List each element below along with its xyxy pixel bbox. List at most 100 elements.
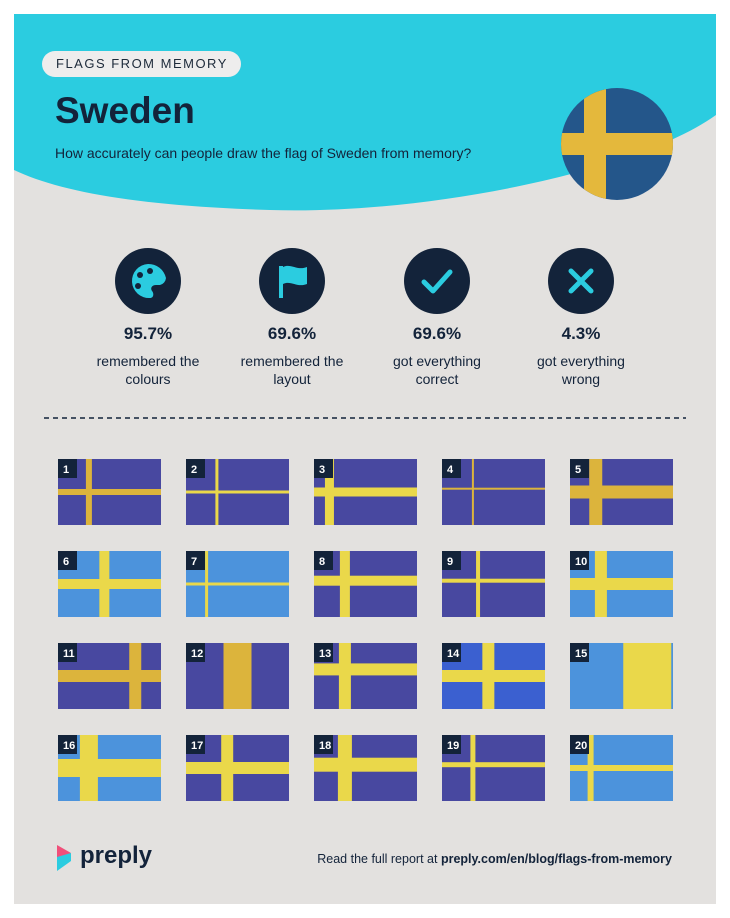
flag-badge: [442, 459, 461, 478]
flag-drawing: 10: [570, 551, 673, 617]
flag-badge: [186, 735, 205, 754]
stat-label: got everything correct: [393, 353, 481, 387]
flag-badge: [442, 551, 461, 570]
flag-badge: [186, 459, 205, 478]
flag-bar: [570, 765, 673, 771]
stat-value: 69.6%: [412, 324, 462, 343]
flag-drawing: 11: [58, 643, 161, 709]
flag-bar: [442, 578, 545, 583]
flag-number: 20: [575, 740, 587, 752]
flag-badge: [314, 735, 333, 754]
flag-badge: [314, 551, 333, 570]
flag-drawing: 8: [314, 551, 417, 617]
tag: FLAGS FROM MEMORY: [42, 51, 241, 77]
logo-mark: [57, 845, 71, 871]
flag-drawing: 1: [58, 459, 161, 525]
flag-number: 9: [447, 556, 453, 568]
title: Sweden: [55, 90, 195, 131]
flag-drawing: 12: [186, 643, 289, 709]
flag-badge: [314, 459, 333, 478]
flag-bar: [186, 582, 289, 586]
flag-number: 3: [319, 464, 325, 476]
flag-drawing: 14: [442, 643, 545, 709]
flag-number: 11: [63, 648, 75, 660]
flag-bar: [570, 485, 673, 499]
flag-drawing: 17: [186, 735, 289, 801]
flag-bar: [58, 489, 161, 495]
flag-bar: [471, 459, 474, 525]
flag-number: 4: [447, 464, 454, 476]
footer: Read the full report at preply.com/en/bl…: [317, 852, 672, 866]
flag-drawing: 6: [58, 551, 161, 617]
flag-badge: [58, 551, 77, 570]
flag-number: 17: [191, 740, 203, 752]
flag-number: 8: [319, 556, 325, 568]
flag-bar: [186, 762, 289, 774]
flag-bar: [58, 579, 161, 589]
flag-badge: [570, 643, 589, 662]
flag-drawing: 20: [570, 735, 673, 801]
flag-bar: [570, 578, 673, 590]
flag-bar: [442, 487, 545, 490]
flag-badge: [314, 643, 333, 662]
stat-label: got everything wrong: [537, 353, 625, 387]
flag-bar: [442, 670, 545, 682]
flag-drawing: 3: [314, 459, 417, 525]
flag-badge: [570, 551, 589, 570]
flag-number: 1: [63, 464, 69, 476]
icon-flag: [259, 248, 325, 314]
flag-bar: [58, 759, 161, 777]
flag-drawing: 16: [58, 735, 161, 801]
flag-number: 10: [575, 556, 587, 568]
flag-badge: [570, 459, 589, 478]
flag-drawing: 15: [570, 643, 673, 709]
flag-badge: [58, 643, 77, 662]
flag-drawing: 5: [570, 459, 673, 525]
flag-number: 19: [447, 740, 459, 752]
flag-number: 18: [319, 740, 331, 752]
flag-bar: [314, 663, 417, 676]
flag-bar: [314, 487, 417, 497]
flag-badge: [442, 735, 461, 754]
flag-drawing: 9: [442, 551, 545, 617]
flag-bar: [442, 762, 545, 768]
sweden-flag-circle: [561, 88, 673, 200]
flag-number: 2: [191, 464, 197, 476]
flag-number: 5: [575, 464, 581, 476]
flag-bar: [314, 757, 417, 772]
stat-value: 69.6%: [267, 324, 317, 343]
flag-drawing: 13: [314, 643, 417, 709]
flag-badge: [58, 459, 77, 478]
flag-bar: [476, 551, 481, 617]
flag-badge: [570, 735, 589, 754]
flag-number: 12: [191, 648, 203, 660]
subtitle: How accurately can people draw the flag …: [55, 145, 472, 161]
stat-value: 95.7%: [123, 324, 173, 343]
flag-bar: [623, 643, 672, 709]
flag-number: 16: [63, 740, 75, 752]
flag-drawing: 2: [186, 459, 289, 525]
stat-label: remembered the layout: [240, 353, 344, 387]
flag-bar: [186, 490, 289, 494]
flag-drawing: 4: [442, 459, 545, 525]
flag-badge: [186, 551, 205, 570]
flag-number: 13: [319, 648, 331, 660]
flag-number: 14: [447, 648, 460, 660]
footer-link[interactable]: preply.com/en/blog/flags-from-memory: [440, 852, 672, 866]
icon-cross: [548, 248, 614, 314]
flag-bar: [223, 643, 252, 709]
flag-number: 15: [575, 648, 587, 660]
flag-badge: [58, 735, 77, 754]
logo: preply: [80, 842, 153, 869]
flag-number: 7: [191, 556, 197, 568]
footer-text: Read the full report at: [317, 852, 438, 866]
flag-badge: [186, 643, 205, 662]
stat-label: remembered the colours: [96, 353, 200, 387]
flag-number: 6: [63, 556, 69, 568]
flag-drawing: 18: [314, 735, 417, 801]
flag-badge: [442, 643, 461, 662]
flag-bar: [338, 643, 351, 709]
